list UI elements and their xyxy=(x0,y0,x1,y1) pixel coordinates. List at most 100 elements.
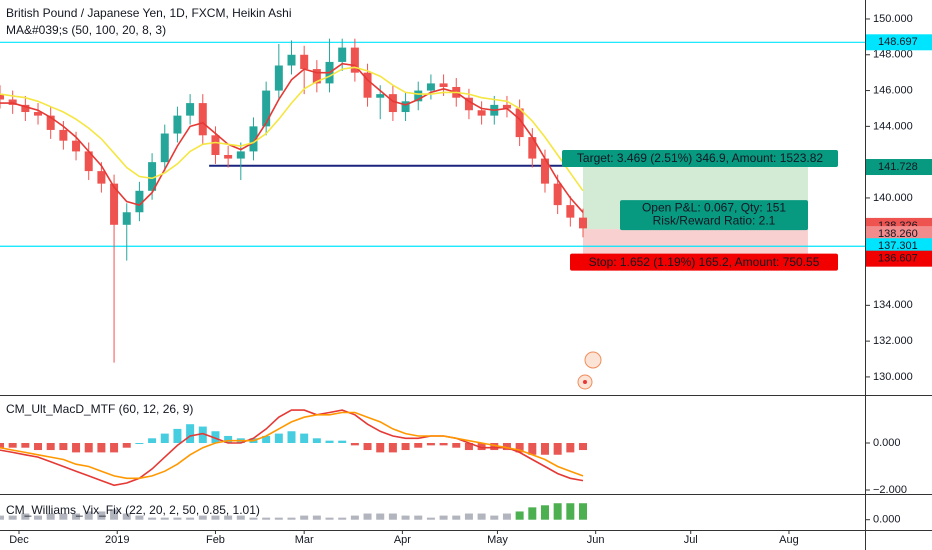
vix-bar xyxy=(122,513,131,520)
histogram-bar xyxy=(21,443,30,448)
histogram-bar xyxy=(122,443,131,448)
symbol-icons xyxy=(577,351,602,390)
vix-bar xyxy=(312,515,321,520)
vix-bar xyxy=(34,515,43,520)
price-badge xyxy=(866,34,932,51)
candle-body xyxy=(350,47,359,73)
vix-bar xyxy=(540,505,549,520)
histogram-bar xyxy=(160,433,169,444)
histogram-bar xyxy=(426,443,435,446)
vix-bar xyxy=(426,517,435,520)
candle-body xyxy=(300,54,309,70)
vix-bar xyxy=(502,513,511,520)
histogram-bar xyxy=(211,431,220,444)
target-label-box xyxy=(562,150,838,168)
histogram-bar xyxy=(388,443,397,453)
histogram-bar xyxy=(350,443,359,446)
vix-bar xyxy=(110,509,119,520)
vix-bar xyxy=(338,517,347,520)
vix-bar xyxy=(300,515,309,520)
histogram-bar xyxy=(148,438,157,444)
candle-body xyxy=(72,140,81,152)
y-tick-label: 140.000 xyxy=(873,192,913,204)
candle-body xyxy=(148,162,157,191)
y-tick-label: 134.000 xyxy=(873,299,913,311)
histogram-bar xyxy=(414,443,423,448)
x-tick-label: Feb xyxy=(206,534,225,546)
histogram-bar xyxy=(363,443,372,451)
histogram-bar xyxy=(502,443,511,451)
price-badge xyxy=(866,226,932,243)
x-tick-label: May xyxy=(487,534,508,546)
candle-body xyxy=(515,108,524,138)
vix-bar xyxy=(72,513,81,520)
candle-body xyxy=(59,129,68,141)
vix-bar xyxy=(287,517,296,520)
vix-bar xyxy=(553,503,562,520)
candle-body xyxy=(8,99,17,105)
candle-body xyxy=(338,47,347,62)
icon xyxy=(583,380,587,384)
histogram-bar xyxy=(287,431,296,444)
vix-bar xyxy=(414,515,423,520)
y-tick-label: 132.000 xyxy=(873,335,913,347)
candle-body xyxy=(110,183,119,225)
candle-body xyxy=(97,171,106,184)
candle-body xyxy=(414,90,423,102)
candle-body xyxy=(274,65,283,91)
vix-bar xyxy=(224,515,233,520)
vix-bar xyxy=(8,515,17,520)
vix-bar xyxy=(274,517,283,520)
histogram-bar xyxy=(515,443,524,453)
target-label: Target: 3.469 (2.51%) 346.9, Amount: 152… xyxy=(577,151,823,165)
vix-bar xyxy=(173,517,182,520)
rr-label: Risk/Reward Ratio: 2.1 xyxy=(653,213,776,227)
vix-bar xyxy=(198,515,207,520)
macd-line xyxy=(0,409,584,487)
vix-bar xyxy=(566,503,575,520)
vix-bar xyxy=(325,517,334,520)
histogram-bar xyxy=(110,443,119,453)
histogram-bar xyxy=(325,440,334,444)
histogram-bar xyxy=(553,443,562,455)
candle-body xyxy=(84,151,93,172)
vix-bar xyxy=(579,503,588,520)
x-tick-label: Mar xyxy=(295,534,314,546)
vix-bar xyxy=(464,513,473,520)
histogram-bar xyxy=(528,443,537,455)
pnl-box xyxy=(620,200,808,231)
candle-body xyxy=(528,137,537,159)
histogram-bar xyxy=(477,443,486,451)
candle-body xyxy=(173,115,182,134)
candle-body xyxy=(553,183,562,206)
histogram-bar xyxy=(97,443,106,453)
histogram-bar xyxy=(300,433,309,444)
candle-body xyxy=(236,151,245,159)
x-tick-label: Jun xyxy=(587,534,605,546)
candle-body xyxy=(363,72,372,98)
candle-body xyxy=(46,115,55,130)
vix-bar xyxy=(148,517,157,520)
candle-body xyxy=(198,103,207,136)
moving-average xyxy=(0,62,584,213)
histogram-bar xyxy=(452,443,461,448)
y-tick-label: 0.000 xyxy=(873,437,901,449)
candle-body xyxy=(388,94,397,113)
histogram-bar xyxy=(72,443,81,453)
vix-bar xyxy=(46,513,55,520)
histogram-bar xyxy=(8,443,17,448)
histogram-bar xyxy=(173,428,182,444)
vix-bar xyxy=(401,515,410,520)
vix-bar xyxy=(388,513,397,520)
vix-bar xyxy=(350,515,359,520)
candle-body xyxy=(21,104,30,113)
vix-bar xyxy=(249,517,258,520)
vix-bar xyxy=(363,513,372,520)
candle-body xyxy=(566,205,575,218)
candle-body xyxy=(287,54,296,66)
pnl-label: Open P&L: 0.067, Qty: 151 xyxy=(642,200,786,214)
histogram-bar xyxy=(376,443,385,453)
vix-bar xyxy=(186,517,195,520)
y-tick-label: 0.000 xyxy=(873,514,901,526)
vix-bar xyxy=(236,515,245,520)
